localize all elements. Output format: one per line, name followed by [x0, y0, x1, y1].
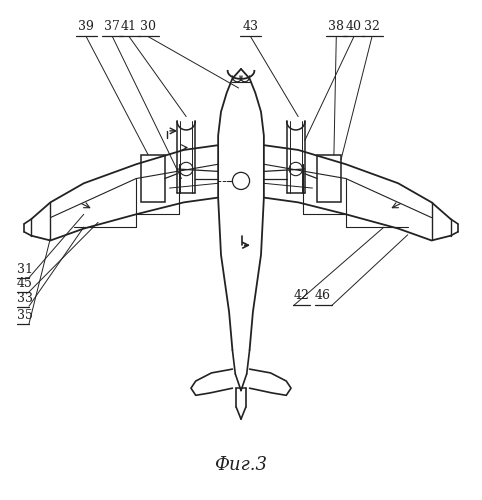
Text: 39: 39: [78, 20, 94, 33]
Text: 30: 30: [140, 20, 156, 33]
Bar: [141, 154, 165, 202]
Text: Фиг.3: Фиг.3: [214, 456, 268, 474]
Text: 43: 43: [242, 20, 258, 33]
Text: 45: 45: [17, 278, 33, 290]
Text: 37: 37: [105, 20, 120, 33]
Text: 46: 46: [315, 290, 331, 302]
Text: 35: 35: [17, 310, 33, 322]
Bar: [317, 154, 341, 202]
Text: 41: 41: [121, 20, 137, 33]
Text: 32: 32: [364, 20, 380, 33]
Text: 42: 42: [294, 290, 309, 302]
Text: 38: 38: [328, 20, 344, 33]
Text: 33: 33: [17, 292, 33, 305]
Text: 40: 40: [346, 20, 362, 33]
Text: 31: 31: [17, 263, 33, 276]
